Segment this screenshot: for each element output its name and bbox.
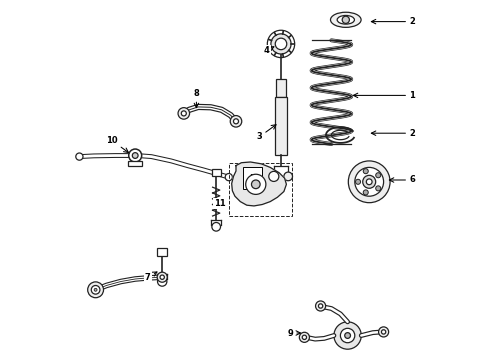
Bar <box>276 79 286 97</box>
Circle shape <box>355 167 384 196</box>
Circle shape <box>271 34 291 54</box>
Circle shape <box>251 180 260 189</box>
Circle shape <box>356 179 361 184</box>
Circle shape <box>76 153 83 160</box>
Text: 5: 5 <box>249 174 255 183</box>
Circle shape <box>367 179 372 185</box>
Circle shape <box>94 288 97 291</box>
Circle shape <box>376 173 381 178</box>
Circle shape <box>233 119 239 124</box>
Circle shape <box>363 169 368 174</box>
Text: 4: 4 <box>264 46 274 55</box>
Circle shape <box>178 108 190 119</box>
Circle shape <box>181 111 186 116</box>
Polygon shape <box>232 162 286 206</box>
Text: 7: 7 <box>145 272 157 282</box>
Text: 2: 2 <box>371 129 416 138</box>
Circle shape <box>132 153 138 158</box>
Circle shape <box>334 322 361 349</box>
Circle shape <box>88 282 103 298</box>
Text: 11: 11 <box>214 199 226 208</box>
Circle shape <box>363 190 368 195</box>
Bar <box>157 248 167 256</box>
Bar <box>128 161 143 166</box>
Ellipse shape <box>337 15 354 24</box>
Circle shape <box>275 38 287 50</box>
Circle shape <box>245 174 266 194</box>
Circle shape <box>230 116 242 127</box>
Text: 3: 3 <box>257 125 276 141</box>
Circle shape <box>160 275 164 279</box>
Circle shape <box>269 171 279 181</box>
Circle shape <box>318 304 323 308</box>
Text: 10: 10 <box>106 136 128 153</box>
Circle shape <box>363 175 376 188</box>
Circle shape <box>225 174 232 181</box>
Circle shape <box>342 16 349 23</box>
Circle shape <box>299 332 310 342</box>
Circle shape <box>91 285 100 294</box>
Ellipse shape <box>330 12 361 27</box>
Text: 6: 6 <box>390 175 416 184</box>
Circle shape <box>157 272 167 282</box>
Circle shape <box>316 301 326 311</box>
Circle shape <box>348 161 390 203</box>
Circle shape <box>379 327 389 337</box>
Circle shape <box>284 172 293 181</box>
Circle shape <box>376 186 381 191</box>
Text: 2: 2 <box>371 17 416 26</box>
Circle shape <box>212 222 220 231</box>
Bar <box>274 97 288 155</box>
Bar <box>229 163 292 216</box>
Circle shape <box>157 277 167 286</box>
Circle shape <box>129 149 142 162</box>
Circle shape <box>381 330 386 334</box>
Circle shape <box>345 333 350 338</box>
Bar <box>212 169 220 176</box>
Text: 1: 1 <box>353 91 416 100</box>
Text: 8: 8 <box>194 89 199 108</box>
Circle shape <box>302 335 307 339</box>
Circle shape <box>270 172 278 181</box>
Text: 9: 9 <box>287 328 300 338</box>
Circle shape <box>341 328 355 343</box>
